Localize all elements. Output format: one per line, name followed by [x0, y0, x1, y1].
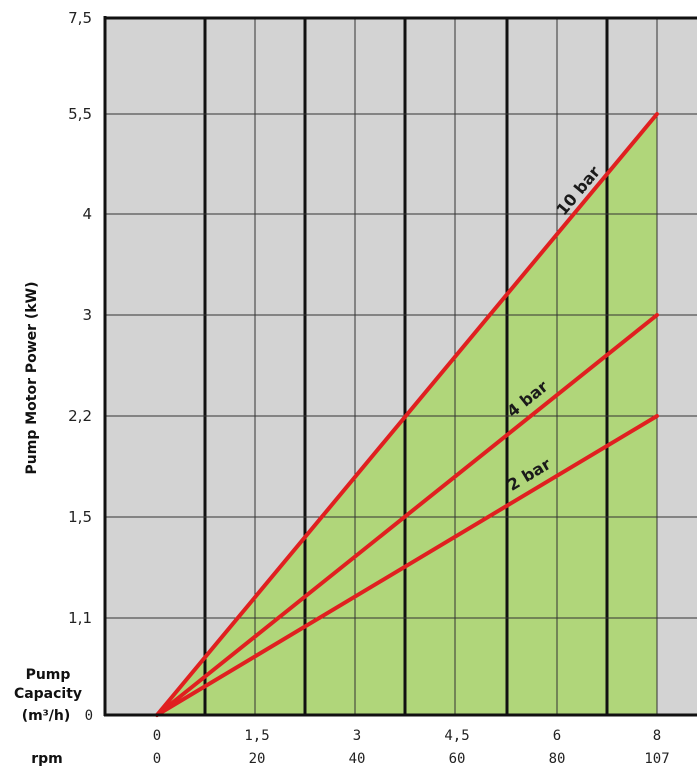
rpm-tick-label-2: 40	[349, 751, 366, 767]
y-tick-label-7: 7,5	[68, 9, 92, 27]
rpm-tick-label-3: 60	[449, 751, 466, 767]
y-tick-label-2: 1,5	[68, 508, 92, 526]
x-axis-title-line-2: Capacity	[14, 686, 82, 702]
y-tick-label-4: 3	[82, 306, 92, 324]
y-tick-label-1: 1,1	[68, 609, 92, 627]
y-axis-label: Pump Motor Power (kW)	[24, 282, 40, 475]
x-tick-label-0: 0	[153, 728, 161, 744]
rpm-tick-label-5: 107	[644, 751, 669, 767]
x-axis-title-line-1: Pump	[26, 667, 71, 683]
x-tick-labels: 0 1,5 3 4,5 6 8	[153, 728, 661, 744]
y-tick-label-6: 5,5	[68, 105, 92, 123]
y-tick-label-3: 2,2	[68, 407, 92, 425]
x-tick-label-4: 6	[553, 728, 561, 744]
horizontal-gridlines	[105, 113, 697, 619]
x-tick-label-1: 1,5	[244, 728, 269, 744]
y-tick-labels: 0 1,1 1,5 2,2 3 4 5,5 7,5	[68, 9, 93, 724]
rpm-tick-label-0: 0	[153, 751, 161, 767]
series-line-0	[155, 112, 659, 717]
x-axis-title-line-3: (m³/h)	[22, 708, 71, 724]
series-line-2	[155, 414, 659, 717]
x-tick-label-5: 8	[653, 728, 661, 744]
rpm-tick-labels: 0 20 40 60 80 107	[153, 751, 670, 767]
x-tick-label-2: 3	[353, 728, 361, 744]
y-tick-label-5: 4	[82, 205, 92, 223]
series-lines	[155, 112, 659, 717]
series-line-1	[155, 313, 659, 717]
rpm-tick-label-1: 20	[249, 751, 266, 767]
x-tick-label-3: 4,5	[444, 728, 469, 744]
y-tick-label-0: 0	[85, 708, 93, 724]
rpm-label: rpm	[31, 751, 63, 767]
rpm-tick-label-4: 80	[549, 751, 566, 767]
